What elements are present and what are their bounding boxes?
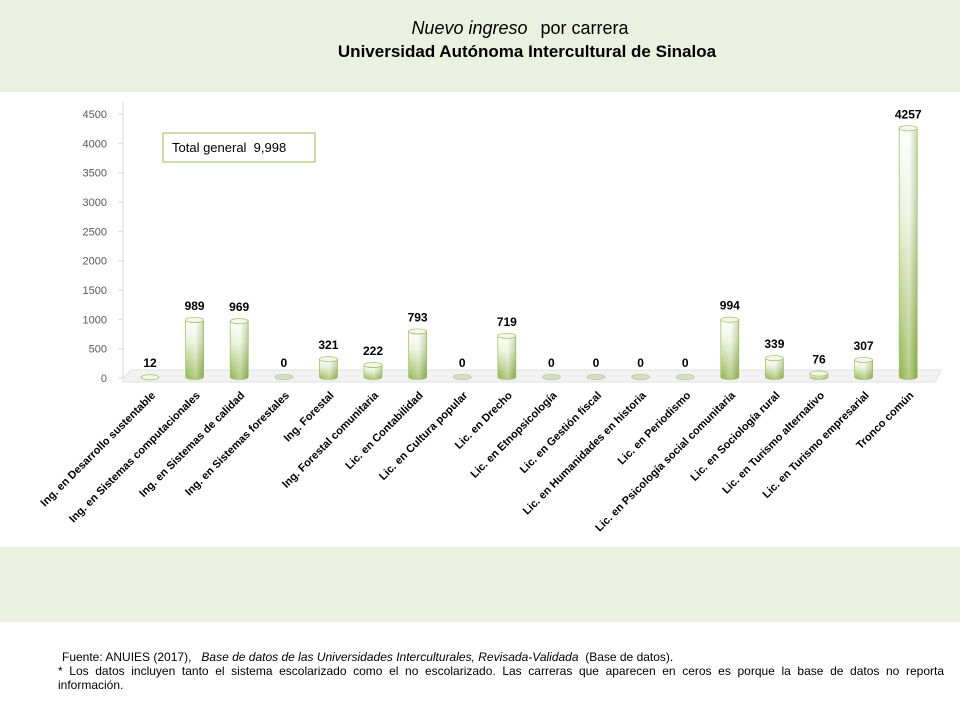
value-label: 0 (593, 356, 600, 370)
value-label: 719 (497, 315, 517, 329)
value-label: 994 (720, 299, 740, 313)
y-tick-label: 500 (89, 344, 107, 356)
y-tick-label: 3000 (83, 197, 107, 209)
bar (140, 374, 160, 381)
chart-panel: Nuevo ingreso por carrera Universidad Au… (0, 0, 960, 622)
source-suffix: (Base de datos). (585, 650, 674, 664)
y-tick-label: 4500 (83, 109, 107, 121)
value-label: 76 (812, 353, 826, 367)
source-title: Base de datos de las Universidades Inter… (201, 650, 579, 664)
y-tick-label: 1500 (83, 285, 107, 297)
chart-title-italic: Nuevo ingreso (411, 18, 527, 38)
chart-subtitle: Universidad Autónoma Intercultural de Si… (338, 42, 717, 61)
y-tick-label: 0 (101, 373, 107, 385)
note-line-2: información. (58, 678, 124, 692)
bar (497, 332, 517, 380)
bar (765, 355, 784, 380)
value-label: 969 (229, 300, 249, 314)
value-label: 339 (764, 337, 784, 351)
bar (408, 328, 428, 380)
bar (274, 373, 294, 380)
value-label: 0 (548, 356, 555, 370)
plot-area (0, 92, 960, 547)
bar (631, 373, 650, 380)
source-line: Fuente: ANUIES (2017), Base de datos de … (62, 650, 673, 664)
value-label: 0 (637, 356, 644, 370)
note-line-1: * Los datos incluyen tanto el sistema es… (58, 664, 944, 678)
value-label: 307 (854, 339, 874, 353)
footer: Fuente: ANUIES (2017), Base de datos de … (0, 628, 960, 720)
value-labels: 12 989 969 0 321 222 793 0 719 0 0 0 0 994 339 76 307 425… (143, 107, 922, 370)
value-label: 793 (408, 310, 428, 324)
bars (140, 125, 918, 381)
bar (185, 316, 205, 380)
bar (318, 356, 338, 380)
y-axis: 0 500 1000 1500 2000 2500 3000 3500 4000 4500 (83, 102, 124, 385)
bar (363, 361, 383, 380)
source-prefix: Fuente: ANUIES (2017), (62, 650, 192, 664)
bar (720, 316, 740, 380)
bar-chart: Nuevo ingreso por carrera Universidad Au… (0, 18, 960, 547)
y-tick-label: 4000 (83, 138, 107, 150)
bar (586, 373, 606, 380)
value-label: 0 (459, 356, 466, 370)
value-label: 4257 (895, 107, 922, 121)
bar (854, 356, 873, 380)
chart-title-suffix: por carrera (541, 18, 630, 38)
y-tick-label: 1000 (83, 314, 107, 326)
total-box (162, 132, 316, 163)
bar (229, 318, 249, 380)
bar (898, 125, 918, 380)
value-label: 0 (682, 356, 689, 370)
y-tick-label: 2000 (83, 256, 107, 268)
value-label: 0 (280, 356, 287, 370)
chart-title: Nuevo ingreso por carrera (411, 18, 629, 38)
y-tick-label: 2500 (83, 226, 107, 238)
bar (809, 370, 829, 380)
value-label: 989 (185, 299, 205, 313)
bar (675, 373, 695, 380)
total-label: Total general 9,998 (172, 140, 286, 155)
bar (452, 373, 472, 380)
value-label: 12 (143, 356, 157, 370)
value-label: 222 (363, 344, 383, 358)
value-label: 321 (318, 338, 338, 352)
bar (542, 373, 561, 380)
y-tick-label: 3500 (83, 168, 107, 180)
